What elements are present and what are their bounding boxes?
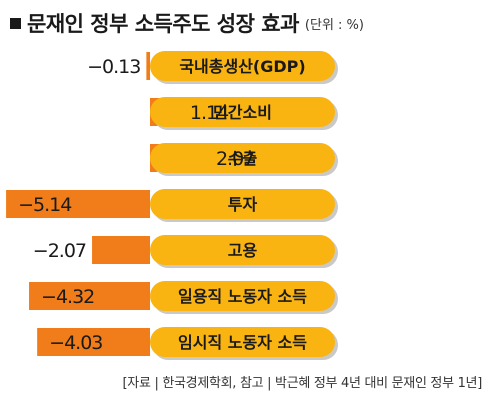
chart-title: 문재인 정부 소득주도 성장 효과 (27, 12, 299, 36)
value-label-0: −0.13 (87, 56, 140, 78)
category-pill-0 (150, 51, 335, 81)
category-pill-5 (150, 281, 335, 311)
bar-3 (6, 190, 150, 218)
source-note: [자료 | 한국경제학회, 참고 | 박근혜 정부 4년 대비 문재인 정부 1… (122, 376, 483, 391)
value-label-6: −4.03 (49, 332, 102, 354)
value-label-4: −2.07 (33, 240, 86, 262)
bar-5 (29, 282, 150, 310)
chart-title-row: 문재인 정부 소득주도 성장 효과 (단위 : %) (10, 6, 364, 40)
value-label-1: 1.14 (190, 102, 229, 124)
category-pill-4 (150, 235, 335, 265)
value-label-3: −5.14 (18, 194, 72, 216)
category-pill-1 (150, 97, 335, 127)
category-label-1: 민간소비 (213, 103, 272, 122)
category-label-6: 임시직 노동자 소득 (178, 333, 307, 352)
bar-4 (92, 236, 150, 264)
value-label-2: 2.07 (216, 148, 254, 170)
category-pill-3 (150, 189, 335, 219)
category-pill-6 (150, 327, 335, 357)
value-label-5: −4.32 (41, 286, 94, 308)
category-label-2: 수출 (228, 149, 258, 168)
category-label-5: 일용직 노동자 소득 (178, 287, 307, 306)
bar-0 (146, 52, 150, 80)
title-bullet-icon (10, 17, 21, 29)
category-label-0: 국내총생산(GDP) (179, 57, 305, 76)
category-label-3: 투자 (228, 195, 258, 214)
bar-6 (37, 328, 150, 356)
category-pill-2 (150, 143, 335, 173)
chart-unit: (단위 : %) (304, 17, 364, 33)
category-label-4: 고용 (228, 241, 258, 260)
